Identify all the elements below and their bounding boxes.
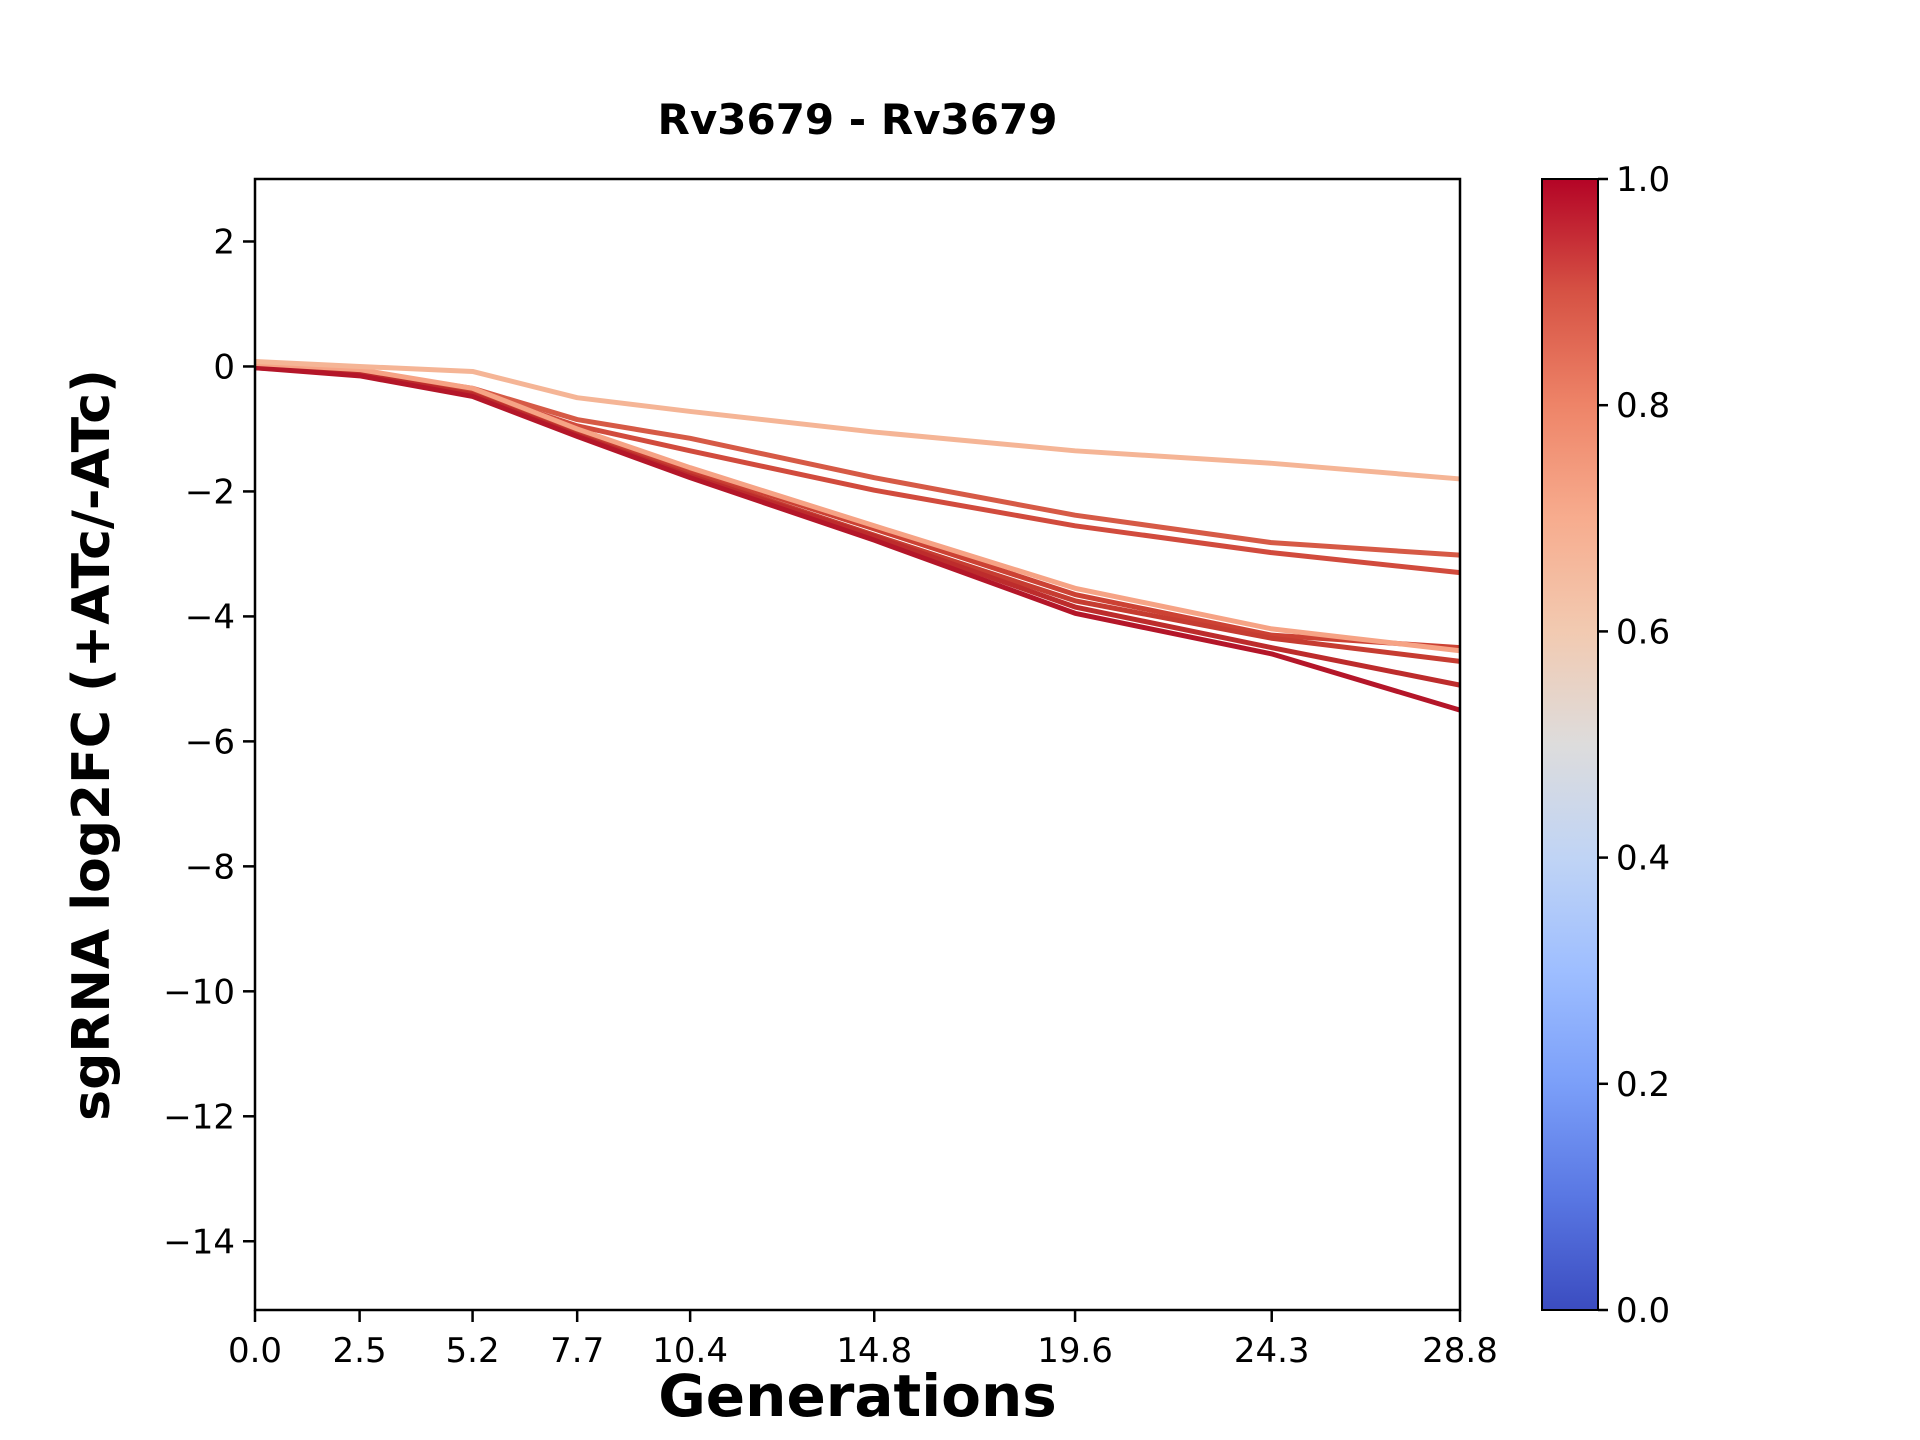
y-tick-label: 0 — [213, 347, 235, 387]
colorbar-tick-label: 0.8 — [1616, 386, 1670, 426]
series-line-sgRNA-3 — [254, 363, 1461, 651]
series-line-sgRNA-1 — [254, 362, 1461, 558]
series-lines — [254, 358, 1461, 713]
colorbar-tick-label: 0.6 — [1616, 612, 1670, 652]
plot-frame — [253, 177, 1462, 1312]
series-line-sgRNA-4 — [254, 363, 1461, 664]
colorbar-tick-label: 0.2 — [1616, 1065, 1670, 1105]
colorbar-tick-label: 0.4 — [1616, 839, 1670, 879]
x-tick-label: 24.3 — [1234, 1331, 1310, 1371]
series-line-sgRNA-6 — [254, 365, 1461, 713]
colorbar-tick-label: 1.0 — [1616, 160, 1670, 200]
y-tick-label: −6 — [185, 722, 235, 762]
series-line-sgRNA-7 — [254, 360, 1461, 654]
y-tick-label: −14 — [163, 1222, 235, 1262]
y-tick-label: −4 — [185, 597, 235, 637]
chart-title: Rv3679 - Rv3679 — [657, 95, 1058, 144]
x-tick-label: 14.8 — [836, 1331, 912, 1371]
x-tick-label: 5.2 — [446, 1331, 500, 1371]
x-tick-label: 0.0 — [228, 1331, 282, 1371]
y-tick-label: 2 — [213, 222, 235, 262]
x-tick-label: 19.6 — [1037, 1331, 1113, 1371]
y-tick-label: −10 — [163, 972, 235, 1012]
x-tick-label: 28.8 — [1422, 1331, 1498, 1371]
y-tick-label: −8 — [185, 847, 235, 887]
x-tick-label: 10.4 — [652, 1331, 728, 1371]
colorbar — [1541, 178, 1599, 1311]
series-line-sgRNA-8 — [254, 358, 1461, 482]
x-axis-label: Generations — [658, 1362, 1057, 1430]
x-tick-label: 7.7 — [550, 1331, 604, 1371]
y-tick-label: −2 — [185, 472, 235, 512]
x-tick-label: 2.5 — [333, 1331, 387, 1371]
y-tick-label: −12 — [163, 1097, 235, 1137]
colorbar-tick-label: 0.0 — [1616, 1291, 1670, 1331]
